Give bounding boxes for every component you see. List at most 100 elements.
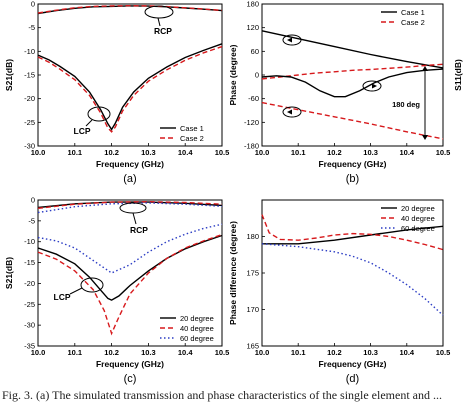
chart-panel-d: 10.0 10.1 10.2 10.3 10.4 10.5 165 170 175 180 Freq… [228, 199, 450, 385]
y-tick-label: -15 [24, 71, 35, 80]
annotation-leader [85, 119, 93, 127]
y-tick-label: 60 [251, 47, 259, 56]
y-tick-label: 175 [246, 269, 259, 278]
y-tick-label: 180 [246, 232, 259, 241]
y-tick-label: -10 [24, 47, 35, 56]
annotation-label: LCP [54, 292, 71, 302]
y-tick-label: -30 [24, 142, 35, 151]
x-tick-label: 10.0 [31, 348, 46, 357]
annotation-label: RCP [130, 225, 148, 235]
plot-frame [37, 199, 223, 347]
y-tick-label: 170 [246, 305, 259, 314]
annotation-ellipse [119, 202, 147, 214]
x-axis-label: Frequency (GHz) [318, 359, 386, 369]
figure-caption: Fig. 3. (a) The simulated transmission a… [2, 388, 442, 402]
figure-panels: 10.0 10.1 10.2 10.3 10.4 10.5 -30 -25 -20 -15 -10 -… [4, 0, 463, 386]
series-line-case-2 [261, 101, 444, 140]
y-tick-label: -20 [24, 279, 35, 288]
y-tick-label: 0 [255, 71, 259, 80]
annotation-rcp: RCP [119, 202, 148, 235]
y-tick-label: -25 [24, 118, 35, 127]
x-tick-label: 10.4 [399, 348, 414, 357]
annotation-leader [132, 212, 137, 225]
annotation-label: RCP [154, 26, 172, 36]
annotation-lcp: LCP [54, 277, 104, 302]
annotation-ellipse [144, 5, 174, 19]
panel-label: (a) [123, 173, 136, 185]
arrow-head-icon [287, 37, 292, 43]
legend-label: 20 degree [401, 204, 435, 213]
annotation-leader [69, 287, 83, 295]
series-line-60-degree [261, 243, 444, 316]
y-tick-label: -30 [24, 321, 35, 330]
series-line-40-degree [37, 200, 223, 209]
x-tick-label: 10.5 [215, 148, 230, 157]
legend-label: Case 1 [401, 8, 425, 17]
x-tick-label: 10.0 [255, 148, 270, 157]
arrow-up-icon [422, 66, 428, 71]
x-tick-label: 10.1 [67, 348, 82, 357]
series-line-case-2 [37, 45, 223, 133]
y-axis-label: Phase (degree) [228, 44, 238, 105]
panel-label: (d) [346, 373, 359, 385]
y-tick-label: -5 [28, 216, 35, 225]
y-axis-label: S21(dB) [4, 257, 14, 289]
legend-label: 60 degree [180, 334, 214, 343]
y-tick-label: -5 [28, 23, 35, 32]
series-line-40-degree [261, 214, 444, 251]
arrow-head-icon [287, 109, 292, 115]
series-line-case-2 [37, 4, 223, 14]
legend-label: 20 degree [180, 314, 214, 323]
y-tick-label: -15 [24, 258, 35, 267]
x-tick-label: 10.2 [104, 348, 119, 357]
x-tick-label: 10.2 [104, 148, 119, 157]
y-tick-label: -10 [24, 237, 35, 246]
marker-ellipse [282, 34, 302, 46]
y-tick-label: 0 [31, 0, 35, 9]
y-axis-label: Phase difference (degree) [228, 221, 238, 325]
x-tick-label: 10.3 [141, 148, 156, 157]
x-tick-label: 10.1 [67, 148, 82, 157]
series-line-20-degree [262, 225, 444, 245]
legend-label: 40 degree [180, 324, 214, 333]
y-tick-label: 180 [246, 0, 259, 9]
annotation-lcp: LCP [74, 106, 111, 136]
chart-panel-c: 10.0 10.1 10.2 10.3 10.4 10.5 -35 -30 -25 -20 -15 -… [4, 196, 229, 386]
y-tick-label: 120 [246, 23, 259, 32]
phase-annotations: 180 deg [282, 34, 428, 140]
y-tick-label: -20 [24, 94, 35, 103]
x-tick-label: 10.3 [363, 148, 378, 157]
x-tick-label: 10.0 [31, 148, 46, 157]
marker-ellipse [282, 106, 302, 118]
x-tick-label: 10.4 [178, 148, 193, 157]
x-axis-label: Frequency (GHz) [318, 159, 386, 169]
x-axis-label: Frequency (GHz) [96, 359, 164, 369]
marker-ellipse [362, 80, 382, 92]
series-line-case-1 [261, 68, 444, 98]
y-tick-label: -25 [24, 300, 35, 309]
annotation-ellipse [80, 277, 104, 293]
chart-panel-b: 10.0 10.1 10.2 10.3 10.4 10.5 -180 -120 -60 0 60 12… [228, 0, 463, 185]
y-tick-label: 165 [246, 342, 259, 351]
annotation-ellipse [87, 106, 111, 122]
x-tick-label: 10.5 [215, 348, 230, 357]
chart-panel-a: 10.0 10.1 10.2 10.3 10.4 10.5 -30 -25 -20 -15 -10 -… [4, 0, 229, 185]
legend-label: 60 degree [401, 224, 435, 233]
y-tick-label: -35 [24, 342, 35, 351]
series-line-case-1 [37, 43, 223, 131]
y-axis-label: S21(dB) [4, 59, 14, 91]
y-tick-label: -120 [244, 118, 259, 127]
legend-label: Case 2 [180, 134, 204, 143]
legend-label: Case 1 [180, 124, 204, 133]
y-axis-label-right: S11(dB) [453, 59, 463, 91]
x-tick-label: 10.5 [436, 148, 451, 157]
x-axis-label: Frequency (GHz) [96, 159, 164, 169]
arrow-head-icon [372, 83, 377, 89]
x-tick-label: 10.4 [178, 348, 193, 357]
x-tick-label: 10.0 [255, 348, 270, 357]
series-line-case-1 [261, 30, 444, 69]
x-tick-label: 10.1 [291, 148, 306, 157]
x-tick-label: 10.2 [327, 348, 342, 357]
y-tick-label: -180 [244, 142, 259, 151]
x-tick-label: 10.1 [291, 348, 306, 357]
